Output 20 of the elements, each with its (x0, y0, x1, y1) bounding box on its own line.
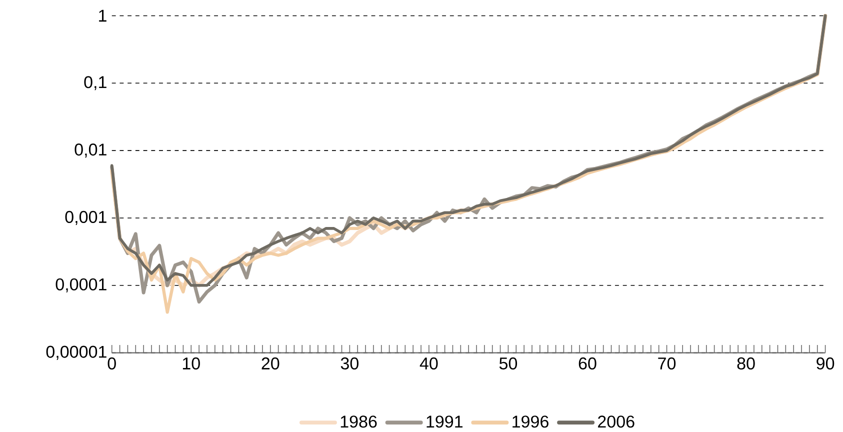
y-tick-label: 0,01 (74, 143, 106, 158)
y-tick-label: 0,00001 (46, 346, 106, 360)
legend-label: 2006 (598, 415, 634, 428)
legend-label: 1991 (426, 415, 463, 428)
x-tick-label: 20 (262, 357, 280, 370)
y-tick-label: 0,1 (84, 76, 106, 90)
y-tick-label: 0,001 (65, 210, 106, 225)
x-tick-label: 70 (658, 357, 676, 370)
x-tick-label: 10 (182, 357, 200, 370)
y-tick-label: 0,0001 (56, 278, 106, 292)
legend-label: 1986 (340, 415, 377, 428)
legend-label: 1996 (512, 415, 548, 428)
x-tick-label: 50 (499, 357, 518, 370)
x-tick-label: 40 (420, 357, 438, 370)
x-tick-label: 60 (578, 357, 596, 370)
x-tick-label: 80 (737, 357, 755, 370)
x-tick-label: 0 (108, 357, 116, 370)
y-tick-label: 1 (99, 10, 106, 22)
x-tick-label: 90 (816, 357, 834, 370)
x-tick-label: 30 (340, 357, 358, 370)
